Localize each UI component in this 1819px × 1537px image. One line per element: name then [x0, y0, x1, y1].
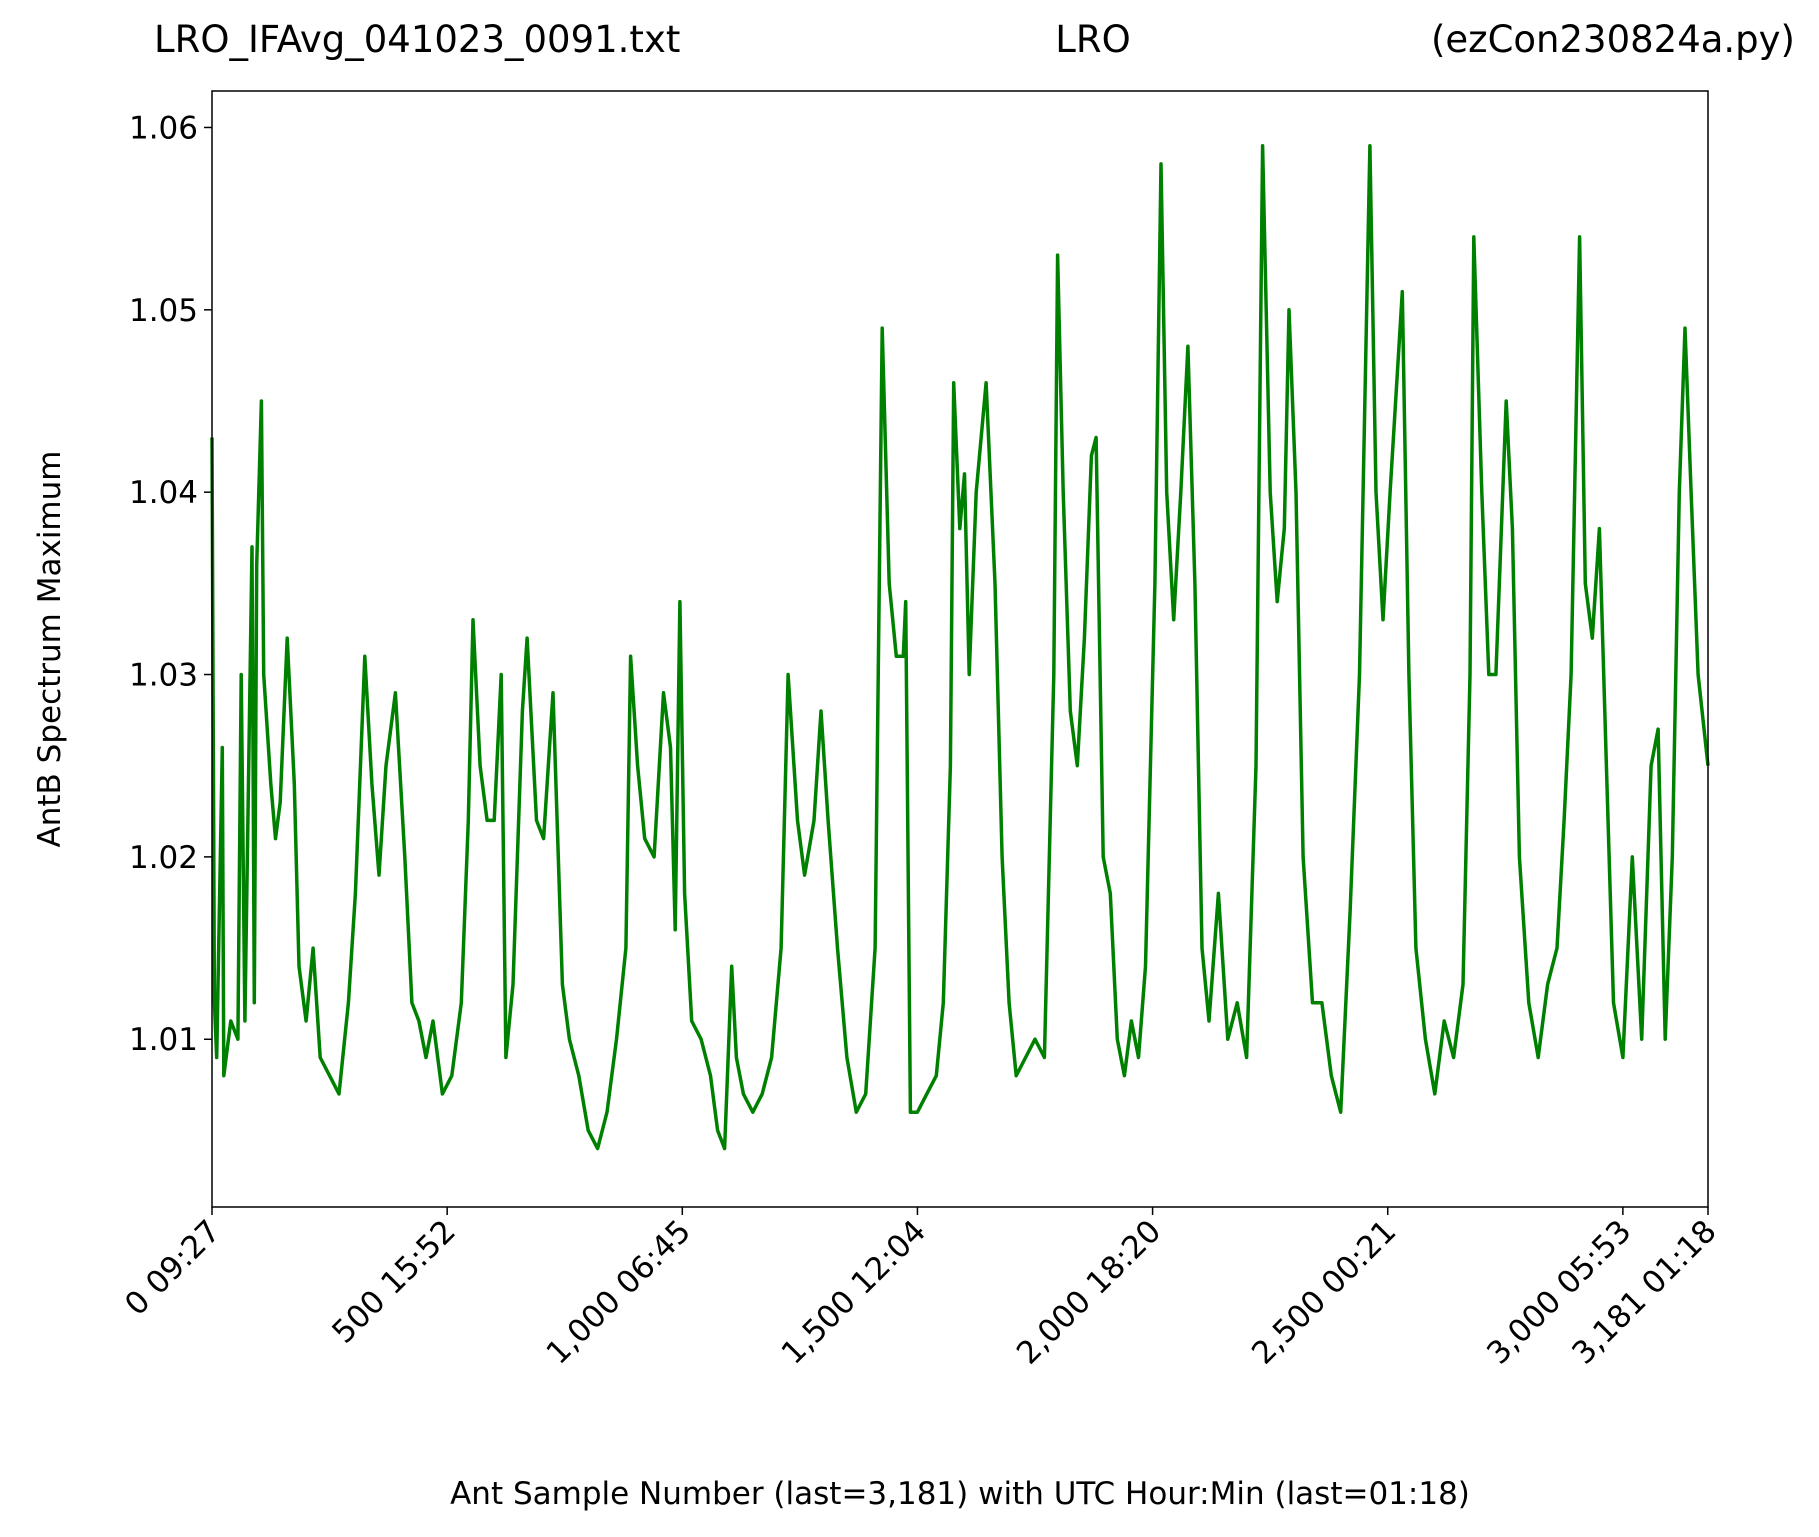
title-left: LRO_IFAvg_041023_0091.txt: [154, 18, 680, 61]
y-tick-label: 1.02: [129, 840, 198, 876]
x-tick-label: 1,000 06:45: [540, 1213, 698, 1371]
plot-frame: [211, 90, 1709, 1208]
y-axis-label: AntB Spectrum Maximum: [32, 451, 68, 848]
title-center: LRO: [1055, 18, 1130, 61]
y-tick-label: 1.05: [129, 293, 198, 329]
x-tick-label: 2,000 18:20: [1010, 1213, 1168, 1371]
data-line: [210, 143, 1710, 1151]
x-tick-label: 0 09:27: [118, 1213, 228, 1323]
x-tick-label: 2,500 00:21: [1245, 1213, 1403, 1371]
y-tick-label: 1.01: [129, 1022, 198, 1058]
y-tick-label: 1.04: [129, 475, 198, 511]
y-tick-label: 1.03: [129, 658, 198, 694]
y-tick-label: 1.06: [129, 110, 198, 146]
title-right: (ezCon230824a.py): [1431, 18, 1795, 61]
x-tick-label: 1,500 12:04: [775, 1213, 933, 1371]
x-axis-label: Ant Sample Number (last=3,181) with UTC …: [450, 1476, 1470, 1512]
x-tick-label: 3,000 05:53: [1480, 1213, 1638, 1371]
x-tick-label: 500 15:52: [325, 1213, 462, 1350]
